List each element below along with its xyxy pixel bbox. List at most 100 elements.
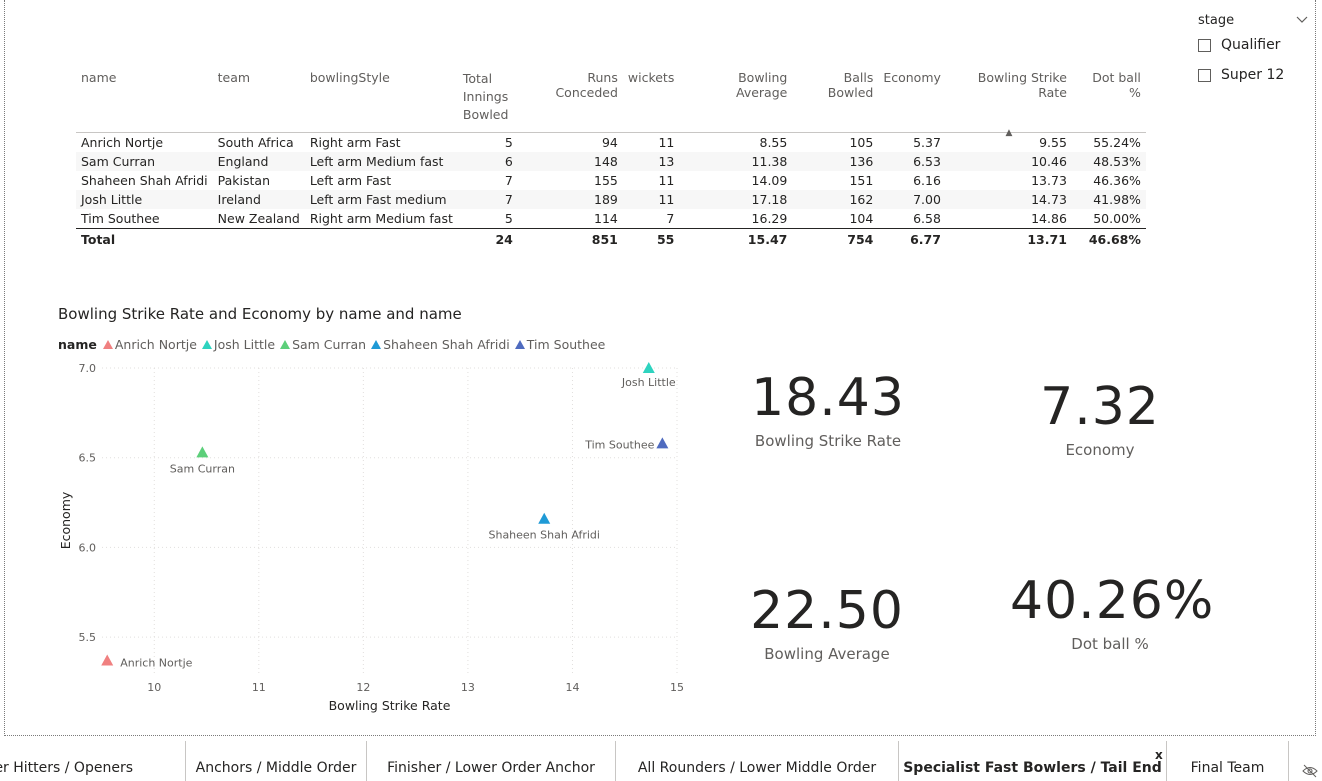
card-value: 22.50: [750, 581, 904, 641]
legend-label: Tim Southee: [526, 337, 606, 352]
legend-item[interactable]: Tim Southee: [514, 337, 606, 352]
data-point[interactable]: [538, 512, 551, 524]
column-header-innings[interactable]: Total Innings Bowled: [462, 71, 509, 122]
table-row: Josh Little Ireland Left arm Fast medium 7 1…: [76, 190, 1146, 209]
table-cell: 48.53%: [1093, 154, 1141, 169]
checkbox[interactable]: [1198, 38, 1211, 52]
column-header-name[interactable]: name: [81, 70, 117, 85]
table-cell: England: [217, 154, 269, 169]
x-axis-title: Bowling Strike Rate: [329, 698, 451, 713]
checkbox[interactable]: [1198, 68, 1211, 82]
tab-finisher[interactable]: Finisher / Lower Order Anchor: [367, 741, 616, 781]
table-cell: Shaheen Shah Afridi: [81, 173, 208, 188]
card-value: 40.26%: [1010, 571, 1215, 631]
tab-power-hitters[interactable]: ower Hitters / Openers: [0, 741, 186, 781]
column-header-strike-rate-label: Bowling Strike Rate: [977, 70, 1067, 100]
triangle-marker-icon: [102, 340, 113, 349]
table-cell: 6: [504, 154, 513, 169]
table-cell: 114: [594, 211, 618, 226]
data-point[interactable]: [196, 446, 209, 458]
slicer-option-qualifier[interactable]: Qualifier: [1198, 30, 1308, 60]
y-tick-label: 5.5: [79, 631, 97, 644]
column-header-runs[interactable]: Runs Conceded: [555, 70, 618, 100]
triangle-marker-icon: [280, 340, 291, 349]
table-cell: 162: [849, 192, 874, 207]
slicer-option-super-12[interactable]: Super 12: [1198, 60, 1308, 90]
table-cell: 17.18: [751, 192, 788, 207]
report-canvas: [4, 0, 1316, 736]
table-cell: 13.73: [1031, 173, 1067, 188]
data-point[interactable]: [101, 654, 114, 666]
column-header-balls[interactable]: Balls Bowled: [827, 70, 874, 100]
column-header-strike-rate[interactable]: Bowling Strike Rate ▲: [946, 68, 1072, 138]
column-header-economy[interactable]: Economy: [883, 70, 941, 85]
table-cell: 6.58: [913, 211, 941, 226]
data-point[interactable]: [656, 437, 669, 449]
table-cell: 16.29: [751, 211, 788, 226]
x-tick-label: 15: [670, 681, 684, 694]
card-value: 18.43: [751, 368, 905, 428]
table-cell: Left arm Medium fast: [309, 154, 444, 169]
chevron-down-icon[interactable]: [1296, 14, 1308, 26]
table-cell: 7: [504, 173, 513, 188]
slicer-option-label: Qualifier: [1221, 37, 1281, 53]
hidden-page-icon[interactable]: [1302, 764, 1318, 778]
table-cell: 189: [594, 192, 618, 207]
table-cell: 8.55: [759, 135, 788, 150]
table-cell: Tim Southee: [81, 211, 160, 226]
triangle-marker-icon: [514, 340, 525, 349]
table-cell: 10.46: [1031, 154, 1067, 169]
table-cell: 9.55: [1039, 135, 1067, 150]
table-cell: 136: [849, 154, 874, 169]
slicer-option-label: Super 12: [1221, 67, 1285, 83]
table-total-cell: 24: [457, 228, 518, 249]
table-cell: 5.37: [913, 135, 941, 150]
card-label: Bowling Average: [764, 645, 890, 663]
table-cell: 148: [594, 154, 618, 169]
legend-label: Josh Little: [213, 337, 276, 352]
x-tick-label: 10: [147, 681, 161, 694]
card-value: 7.32: [1040, 377, 1160, 437]
card-label: Economy: [1065, 441, 1135, 459]
table-total-cell: [304, 228, 458, 249]
table-total-cell: 754: [792, 228, 879, 249]
legend-item[interactable]: Anrich Nortje: [102, 337, 197, 352]
x-tick-label: 14: [565, 681, 579, 694]
legend-item[interactable]: Josh Little: [201, 337, 276, 352]
sort-ascending-icon: ▲: [1005, 128, 1013, 138]
table-cell: 5: [504, 135, 513, 150]
stage-slicer: stage Qualifier Super 12: [1198, 10, 1308, 90]
table-cell: Left arm Fast medium: [309, 192, 447, 207]
table-total-row: Total 24 851 55 15.47 754 6.77 13.71 46.68%: [76, 228, 1146, 249]
scatter-chart: 10 11 12 13 14 15 5.5 6.0 6.5 7.0 Bowling Strike R…: [58, 362, 684, 713]
data-label: Anrich Nortje: [120, 656, 192, 669]
tab-final-team[interactable]: Final Team: [1167, 741, 1289, 781]
column-header-team[interactable]: team: [217, 70, 251, 85]
card-label: Bowling Strike Rate: [754, 432, 902, 450]
table-cell: 105: [849, 135, 874, 150]
table-cell: 104: [849, 211, 874, 226]
table-cell: Right arm Medium fast: [309, 211, 453, 226]
legend-label: Shaheen Shah Afridi: [383, 337, 510, 352]
legend-item[interactable]: Shaheen Shah Afridi: [371, 337, 510, 352]
table-cell: South Africa: [217, 135, 294, 150]
column-header-wickets[interactable]: wickets: [627, 70, 675, 85]
data-label: Sam Curran: [170, 462, 235, 475]
tab-fast-bowlers[interactable]: Specialist Fast Bowlers / Tail End: [899, 741, 1167, 781]
y-tick-label: 6.5: [79, 452, 97, 465]
page-tabs: ower Hitters / Openers Anchors / Middle …: [0, 741, 1322, 781]
table-total-cell: 851: [517, 228, 623, 249]
column-header-bowling-style[interactable]: bowlingStyle: [309, 70, 390, 85]
table-cell: 155: [594, 173, 618, 188]
triangle-marker-icon: [201, 340, 212, 349]
table-total-cell: 6.77: [878, 228, 946, 249]
column-header-average[interactable]: Bowling Average: [736, 70, 788, 100]
tab-all-rounders[interactable]: All Rounders / Lower Middle Order: [616, 741, 899, 781]
tab-anchors[interactable]: Anchors / Middle Order: [186, 741, 367, 781]
table-cell: New Zealand: [217, 211, 300, 226]
data-point[interactable]: [642, 362, 655, 373]
column-header-dot-ball[interactable]: Dot ball %: [1092, 70, 1141, 100]
triangle-marker-icon: [371, 340, 382, 349]
close-tab-button[interactable]: x: [1155, 748, 1163, 762]
legend-item[interactable]: Sam Curran: [280, 337, 366, 352]
